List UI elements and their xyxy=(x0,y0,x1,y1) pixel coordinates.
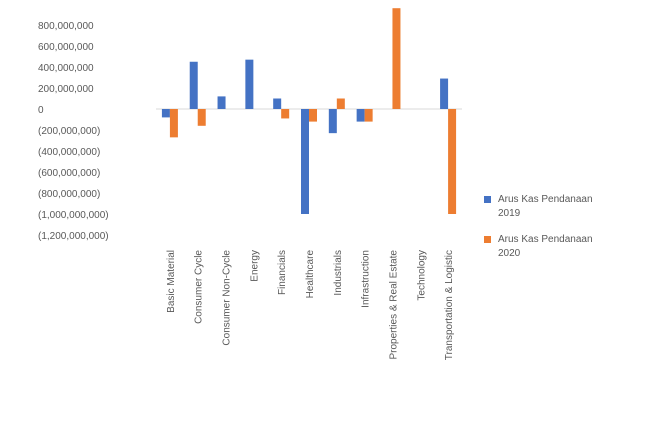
category-label: Energy xyxy=(249,250,260,282)
category-label: Industrials xyxy=(333,250,344,296)
category-labels: Basic Material Consumer Cycle Consumer Non… xyxy=(166,250,455,361)
category-label: Infrastruction xyxy=(361,250,372,308)
legend-label: Arus Kas Pendanaan 2019 xyxy=(498,194,593,219)
bar-series-2019 xyxy=(189,61,198,109)
category-label: Properties & Real Estate xyxy=(388,250,399,360)
bar-series-2020 xyxy=(169,109,178,138)
bar-series-2019 xyxy=(301,109,309,214)
bar-series-2019 xyxy=(245,59,254,109)
bars xyxy=(161,8,457,214)
y-tick-label: (1,200,000,000) xyxy=(38,231,109,242)
bar-series-2019 xyxy=(273,98,282,109)
bar-series-2019 xyxy=(356,109,365,122)
y-tick-label: 0 xyxy=(38,105,44,116)
y-tick-label: 400,000,000 xyxy=(38,63,94,74)
legend-label: Arus Kas Pendanaan 2020 xyxy=(498,234,593,259)
category-label: Consumer Cycle xyxy=(194,250,205,324)
bar-series-2020 xyxy=(392,8,401,110)
y-tick-label: 800,000,000 xyxy=(38,21,94,32)
bar-series-2019 xyxy=(161,109,170,118)
bar-series-2020 xyxy=(197,109,206,126)
bar-series-2019 xyxy=(217,96,226,109)
y-tick-label: (200,000,000) xyxy=(38,126,100,137)
bar-series-2019 xyxy=(328,109,337,134)
y-tick-label: (400,000,000) xyxy=(38,147,100,158)
bar-series-2020 xyxy=(309,109,317,122)
legend-swatch xyxy=(484,236,491,243)
bar-series-2020 xyxy=(281,109,290,119)
bar-series-2020 xyxy=(336,98,345,109)
category-label: Consumer Non-Cycle xyxy=(222,250,233,346)
y-tick-label: (800,000,000) xyxy=(38,189,100,200)
category-label: Financials xyxy=(277,250,288,295)
legend-swatch xyxy=(484,196,491,203)
legend: Arus Kas Pendanaan 2019 Arus Kas Pendanaan… xyxy=(484,194,593,259)
category-label: Technology xyxy=(416,250,427,301)
y-tick-label: 600,000,000 xyxy=(38,42,94,53)
bar-series-2019 xyxy=(440,78,449,109)
y-tick-label: (1,000,000,000) xyxy=(38,210,109,221)
category-label: Basic Material xyxy=(166,250,177,313)
y-tick-label: 200,000,000 xyxy=(38,84,94,95)
bar-series-2020 xyxy=(448,109,457,214)
y-axis-ticks: 800,000,000 600,000,000 400,000,000 200,000… xyxy=(38,21,109,242)
y-tick-label: (600,000,000) xyxy=(38,168,100,179)
category-label: Transportation & Logistic xyxy=(444,250,455,360)
category-label: Healthcare xyxy=(305,250,316,299)
bar-series-2020 xyxy=(364,109,373,122)
